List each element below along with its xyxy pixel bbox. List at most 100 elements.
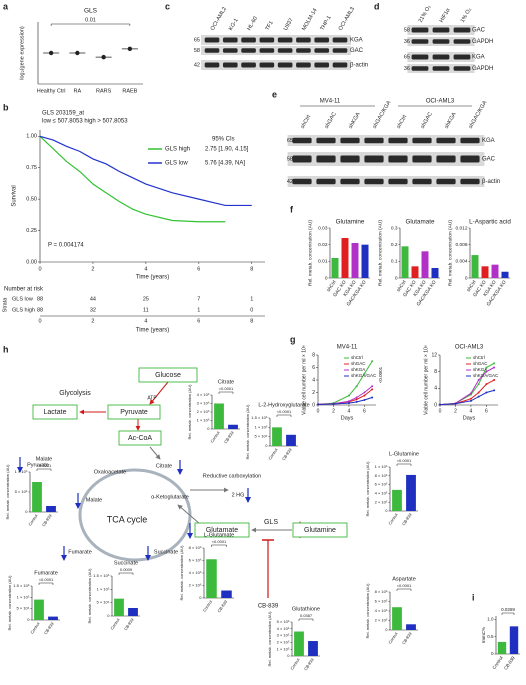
- pathway-label: Pyruvate: [27, 462, 49, 468]
- y-tick-label: 0: [25, 509, 28, 514]
- blot-band: [412, 178, 432, 185]
- chart-title: L-Aspartic acid: [469, 219, 511, 226]
- y-tick-label: 0.50: [26, 197, 37, 203]
- x-tick-label: 4: [470, 408, 473, 414]
- blot-band: [259, 62, 275, 68]
- y-tick-label: 0: [287, 653, 290, 658]
- bar: [214, 403, 224, 429]
- x-axis-label: Days: [463, 415, 476, 421]
- y-tick-label: 3 × 10⁶: [197, 401, 210, 406]
- y-axis-label: Rel. metab. concentration (AU): [447, 220, 453, 286]
- blot-band: [314, 62, 330, 68]
- p-value: 0.0009: [120, 567, 133, 572]
- bar: [308, 641, 318, 656]
- pathway-label: Oxaloacetate: [94, 469, 126, 475]
- blot-strip: [201, 35, 351, 45]
- category-label: RAEB: [122, 88, 137, 94]
- mw-marker: 65: [194, 37, 200, 43]
- metabolite-box: [32, 404, 78, 420]
- bar: [361, 244, 369, 278]
- panel-label: e: [272, 89, 277, 99]
- mw-marker: 36: [404, 39, 410, 45]
- ci-value: 5.76 [4.39, NA]: [205, 161, 245, 167]
- band-label: KGA: [350, 38, 363, 44]
- x-tick-label: 0: [439, 408, 442, 414]
- x-tick-label: 6: [197, 318, 200, 324]
- bar: [501, 271, 509, 278]
- blot-band: [222, 48, 238, 53]
- y-tick-label: 2 × 10⁶: [189, 583, 202, 588]
- pathway-label: Malate: [86, 497, 103, 503]
- risk-count: 0: [250, 307, 253, 313]
- bar: [228, 424, 238, 429]
- risk-count: 44: [90, 296, 96, 302]
- chart-title: Aspartate: [392, 576, 416, 582]
- blot-band: [432, 27, 450, 33]
- risk-count: 32: [90, 307, 96, 313]
- data-point: [371, 360, 374, 363]
- lane-label: U937: [283, 17, 295, 31]
- p-value: P = 0.004174: [48, 243, 84, 249]
- bar: [294, 631, 304, 656]
- data-point: [493, 379, 496, 381]
- y-tick-label: 2: [312, 390, 315, 396]
- bar: [341, 238, 349, 278]
- y-tick-label: 4: [312, 377, 315, 383]
- y-tick-label: 0: [27, 617, 30, 622]
- p-value: <0.0001: [37, 463, 52, 468]
- category-label: Control: [209, 430, 221, 444]
- data-point: [363, 391, 366, 394]
- y-axis-label: Rel. metab. concentration (AU): [87, 568, 92, 624]
- y-tick-label: 0.75: [26, 165, 37, 171]
- p-value: <0.0001: [397, 583, 412, 588]
- metabolite-box: [107, 404, 161, 420]
- metabolite-label: Pyruvate: [120, 409, 148, 416]
- data-point: [355, 400, 358, 403]
- category-label: Healthy Ctrl: [37, 88, 66, 94]
- data-point: [363, 372, 366, 375]
- data-point: [485, 391, 488, 394]
- x-tick-label: 0: [38, 266, 41, 272]
- bar: [497, 641, 507, 654]
- y-tick-label: 8 × 10⁵: [375, 589, 388, 594]
- ci-value: 2.75 [1.90, 4.15]: [205, 147, 249, 153]
- panel-label: i: [472, 592, 475, 602]
- band-label: β-actin: [482, 179, 500, 185]
- y-tick-label: 0.004: [455, 259, 467, 265]
- risk-table-title: Number at risk: [4, 287, 44, 293]
- data-point: [371, 385, 374, 388]
- y-axis-label: Rel. metab. concentration (AU): [179, 545, 184, 601]
- mw-marker: 58: [404, 27, 410, 33]
- blot-band: [316, 155, 336, 163]
- blot-band: [277, 48, 293, 53]
- y-tick-label: 2 × 10⁵: [375, 618, 388, 623]
- survival-curve: [39, 135, 252, 207]
- data-point: [347, 402, 350, 405]
- pathway-arrow: [149, 446, 161, 460]
- legend-label: GLS low: [165, 161, 188, 167]
- strata-label: GLS high: [12, 307, 35, 313]
- chart-title: Glutamine: [336, 219, 365, 226]
- x-tick-label: 0: [38, 318, 41, 324]
- x-tick-label: 6: [485, 408, 488, 414]
- chart-title: L-2-Hydroxyglutarate: [258, 402, 309, 408]
- blot-band: [460, 155, 480, 163]
- chart-title: L-Glutamate: [204, 532, 234, 538]
- blot-band: [292, 155, 312, 163]
- data-point: [363, 394, 366, 397]
- blot-band: [277, 37, 293, 43]
- blot-band: [296, 62, 311, 68]
- y-tick-label: 5 × 10⁴: [17, 606, 30, 611]
- y-tick-label: 0: [465, 275, 468, 281]
- bar: [411, 266, 419, 278]
- y-tick-label: 6 × 10⁵: [375, 482, 388, 487]
- risk-table-label: Strata: [2, 297, 8, 313]
- bar: [406, 624, 416, 630]
- bar: [128, 608, 138, 616]
- blot-band: [204, 37, 220, 43]
- pathway-label: ATP: [147, 395, 157, 401]
- blot-strip: [287, 135, 485, 146]
- data-point: [355, 396, 358, 399]
- legend-label: shKGA/GAC: [473, 373, 499, 378]
